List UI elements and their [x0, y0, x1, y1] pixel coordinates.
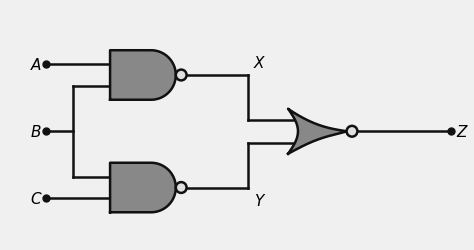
- Circle shape: [176, 182, 187, 193]
- Polygon shape: [110, 163, 176, 212]
- Polygon shape: [288, 109, 346, 154]
- Text: A: A: [31, 57, 41, 72]
- Text: Z: Z: [456, 124, 467, 139]
- Text: Y: Y: [254, 193, 263, 208]
- Text: B: B: [31, 124, 41, 139]
- Text: X: X: [254, 55, 264, 70]
- Circle shape: [176, 70, 187, 81]
- Polygon shape: [110, 51, 176, 100]
- Circle shape: [346, 126, 357, 137]
- Text: C: C: [31, 191, 41, 206]
